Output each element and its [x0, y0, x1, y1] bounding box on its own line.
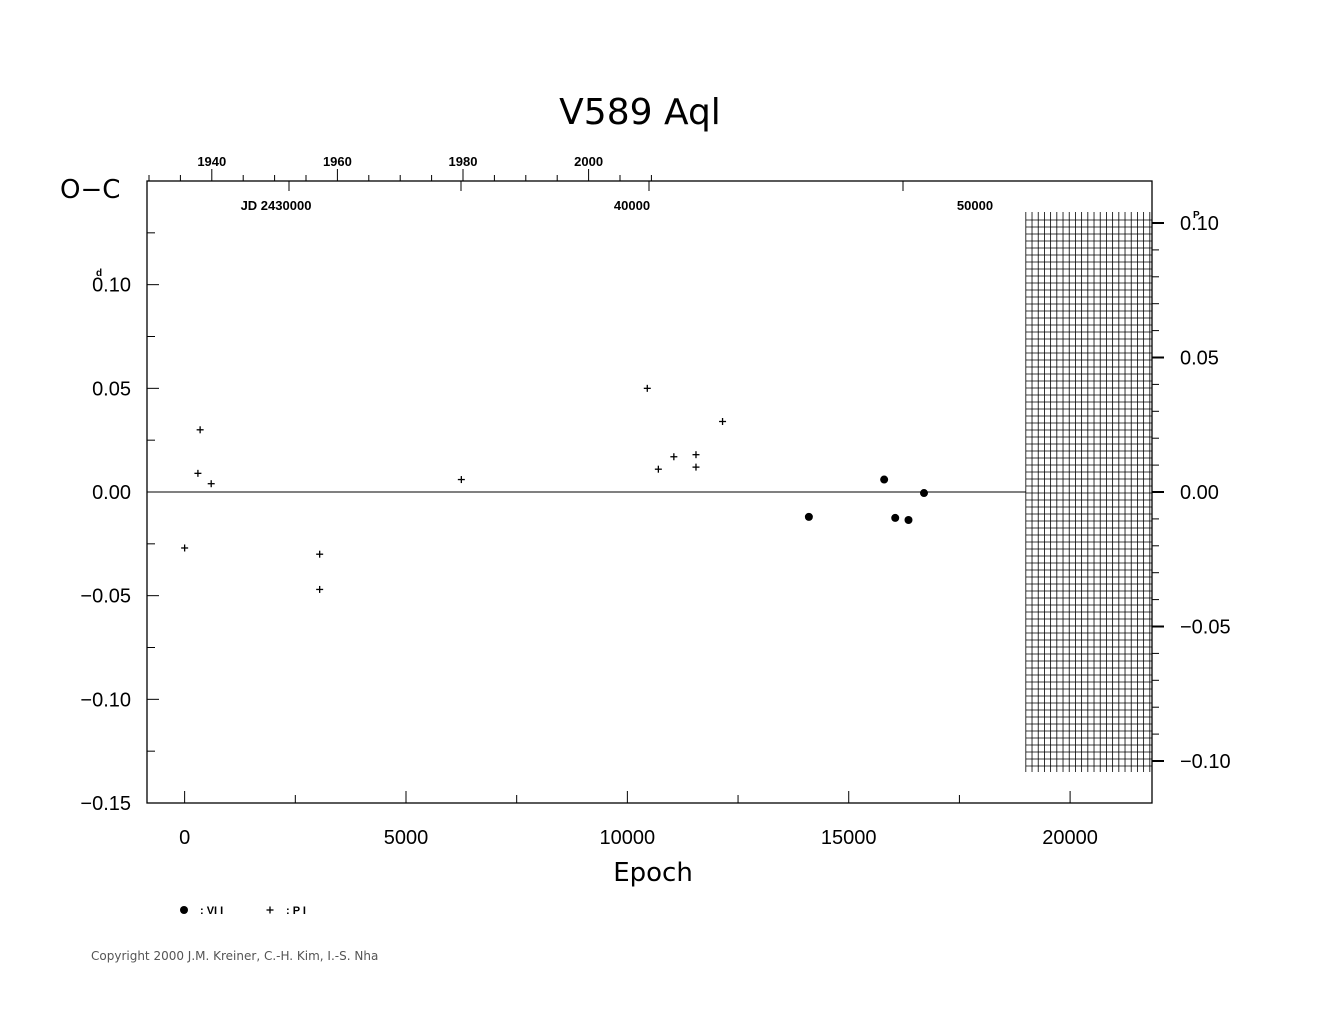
jd-label: 40000 [614, 198, 650, 213]
plus-marker [719, 418, 727, 426]
right-y-tick-label: 0.10 [1180, 213, 1219, 235]
plus-marker [457, 476, 465, 484]
plus-marker [692, 463, 700, 471]
copyright-notice: Copyright 2000 J.M. Kreiner, C.-H. Kim, … [91, 949, 379, 963]
dot-marker [919, 489, 928, 498]
y-tick-label: −0.05 [80, 586, 131, 608]
x-tick-label: 15000 [821, 827, 877, 849]
plus-marker [643, 384, 651, 392]
y-axis-label: O−C [60, 175, 120, 205]
plus-marker [692, 451, 700, 459]
future-hatch-region [1025, 212, 1152, 772]
x-axis-label: Epoch [613, 858, 693, 888]
plus-marker [194, 469, 202, 477]
dot-marker [880, 475, 889, 484]
plus-marker [316, 585, 324, 593]
x-tick-label: 5000 [384, 827, 429, 849]
legend-label: : VI I [200, 905, 223, 917]
year-label: 1980 [449, 154, 478, 169]
year-label: 1940 [197, 154, 226, 169]
legend-dot-marker [180, 906, 188, 914]
year-label: 2000 [574, 154, 603, 169]
y-tick-label: −0.15 [80, 793, 131, 815]
plus-marker [207, 480, 215, 488]
plus-marker [196, 426, 204, 434]
legend-plus-marker [266, 906, 274, 914]
y-unit-left: d [96, 268, 102, 279]
jd-label: 50000 [957, 198, 993, 213]
right-y-tick-label: 0.05 [1180, 348, 1219, 370]
plus-marker [316, 550, 324, 558]
dot-marker [891, 513, 900, 522]
data-points [181, 384, 928, 593]
x-tick-label: 20000 [1042, 827, 1098, 849]
y-tick-label: 0.10 [92, 275, 131, 297]
plus-marker [181, 544, 189, 552]
tick-labels: 0 5000 10000 15000 20000 0.10 0.05 0.00 −0.05 −0.… [80, 154, 1230, 849]
chart-title: V589 Aql [559, 92, 721, 133]
legend: : VI I : P I [180, 905, 306, 917]
right-y-tick-label: 0.00 [1180, 482, 1219, 504]
x-tick-label: 0 [179, 827, 190, 849]
y-tick-label: 0.05 [92, 378, 131, 400]
plus-marker [670, 453, 678, 461]
axis-ticks [147, 169, 1164, 804]
dot-marker [904, 515, 913, 524]
right-y-tick-label: −0.05 [1180, 617, 1231, 639]
y-tick-label: −0.10 [80, 689, 131, 711]
y-unit-right: P [1193, 210, 1200, 221]
year-label: 1960 [323, 154, 352, 169]
jd-label: JD 2430000 [241, 198, 312, 213]
y-tick-label: 0.00 [92, 482, 131, 504]
dot-marker [804, 512, 813, 521]
x-tick-label: 10000 [600, 827, 656, 849]
legend-label: : P I [286, 905, 306, 917]
plus-marker [654, 465, 662, 473]
right-y-tick-label: −0.10 [1180, 751, 1231, 773]
